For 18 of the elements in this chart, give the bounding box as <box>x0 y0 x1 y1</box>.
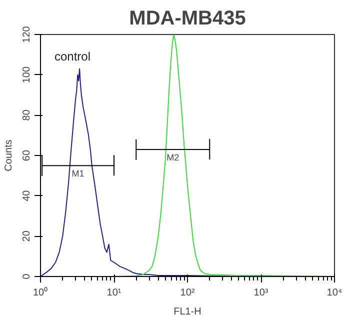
annotation: control <box>54 50 91 64</box>
y-axis-title: Counts <box>4 140 14 172</box>
y-tick-label: 120 <box>22 26 32 43</box>
y-tick-label: 80 <box>22 109 32 121</box>
series-label: M1 <box>72 168 84 179</box>
series-label: M2 <box>166 152 180 162</box>
x-tick-label: 10¹ <box>106 288 122 298</box>
y-tick-label: 40 <box>22 190 32 202</box>
y-tick-label: 20 <box>22 230 32 242</box>
x-tick-label: 10³ <box>254 288 269 298</box>
chart-title: MDA-MB435 <box>129 8 246 30</box>
y-tick-label: 100 <box>22 66 32 84</box>
x-tick-label: 10⁰ <box>32 286 48 298</box>
x-tick-label: 10⁴ <box>326 288 342 298</box>
x-axis-title: FL1-H <box>174 306 202 318</box>
y-tick-label: 60 <box>22 150 32 162</box>
y-tick-label: 0 <box>22 273 32 280</box>
x-tick-label: 10² <box>180 288 196 298</box>
